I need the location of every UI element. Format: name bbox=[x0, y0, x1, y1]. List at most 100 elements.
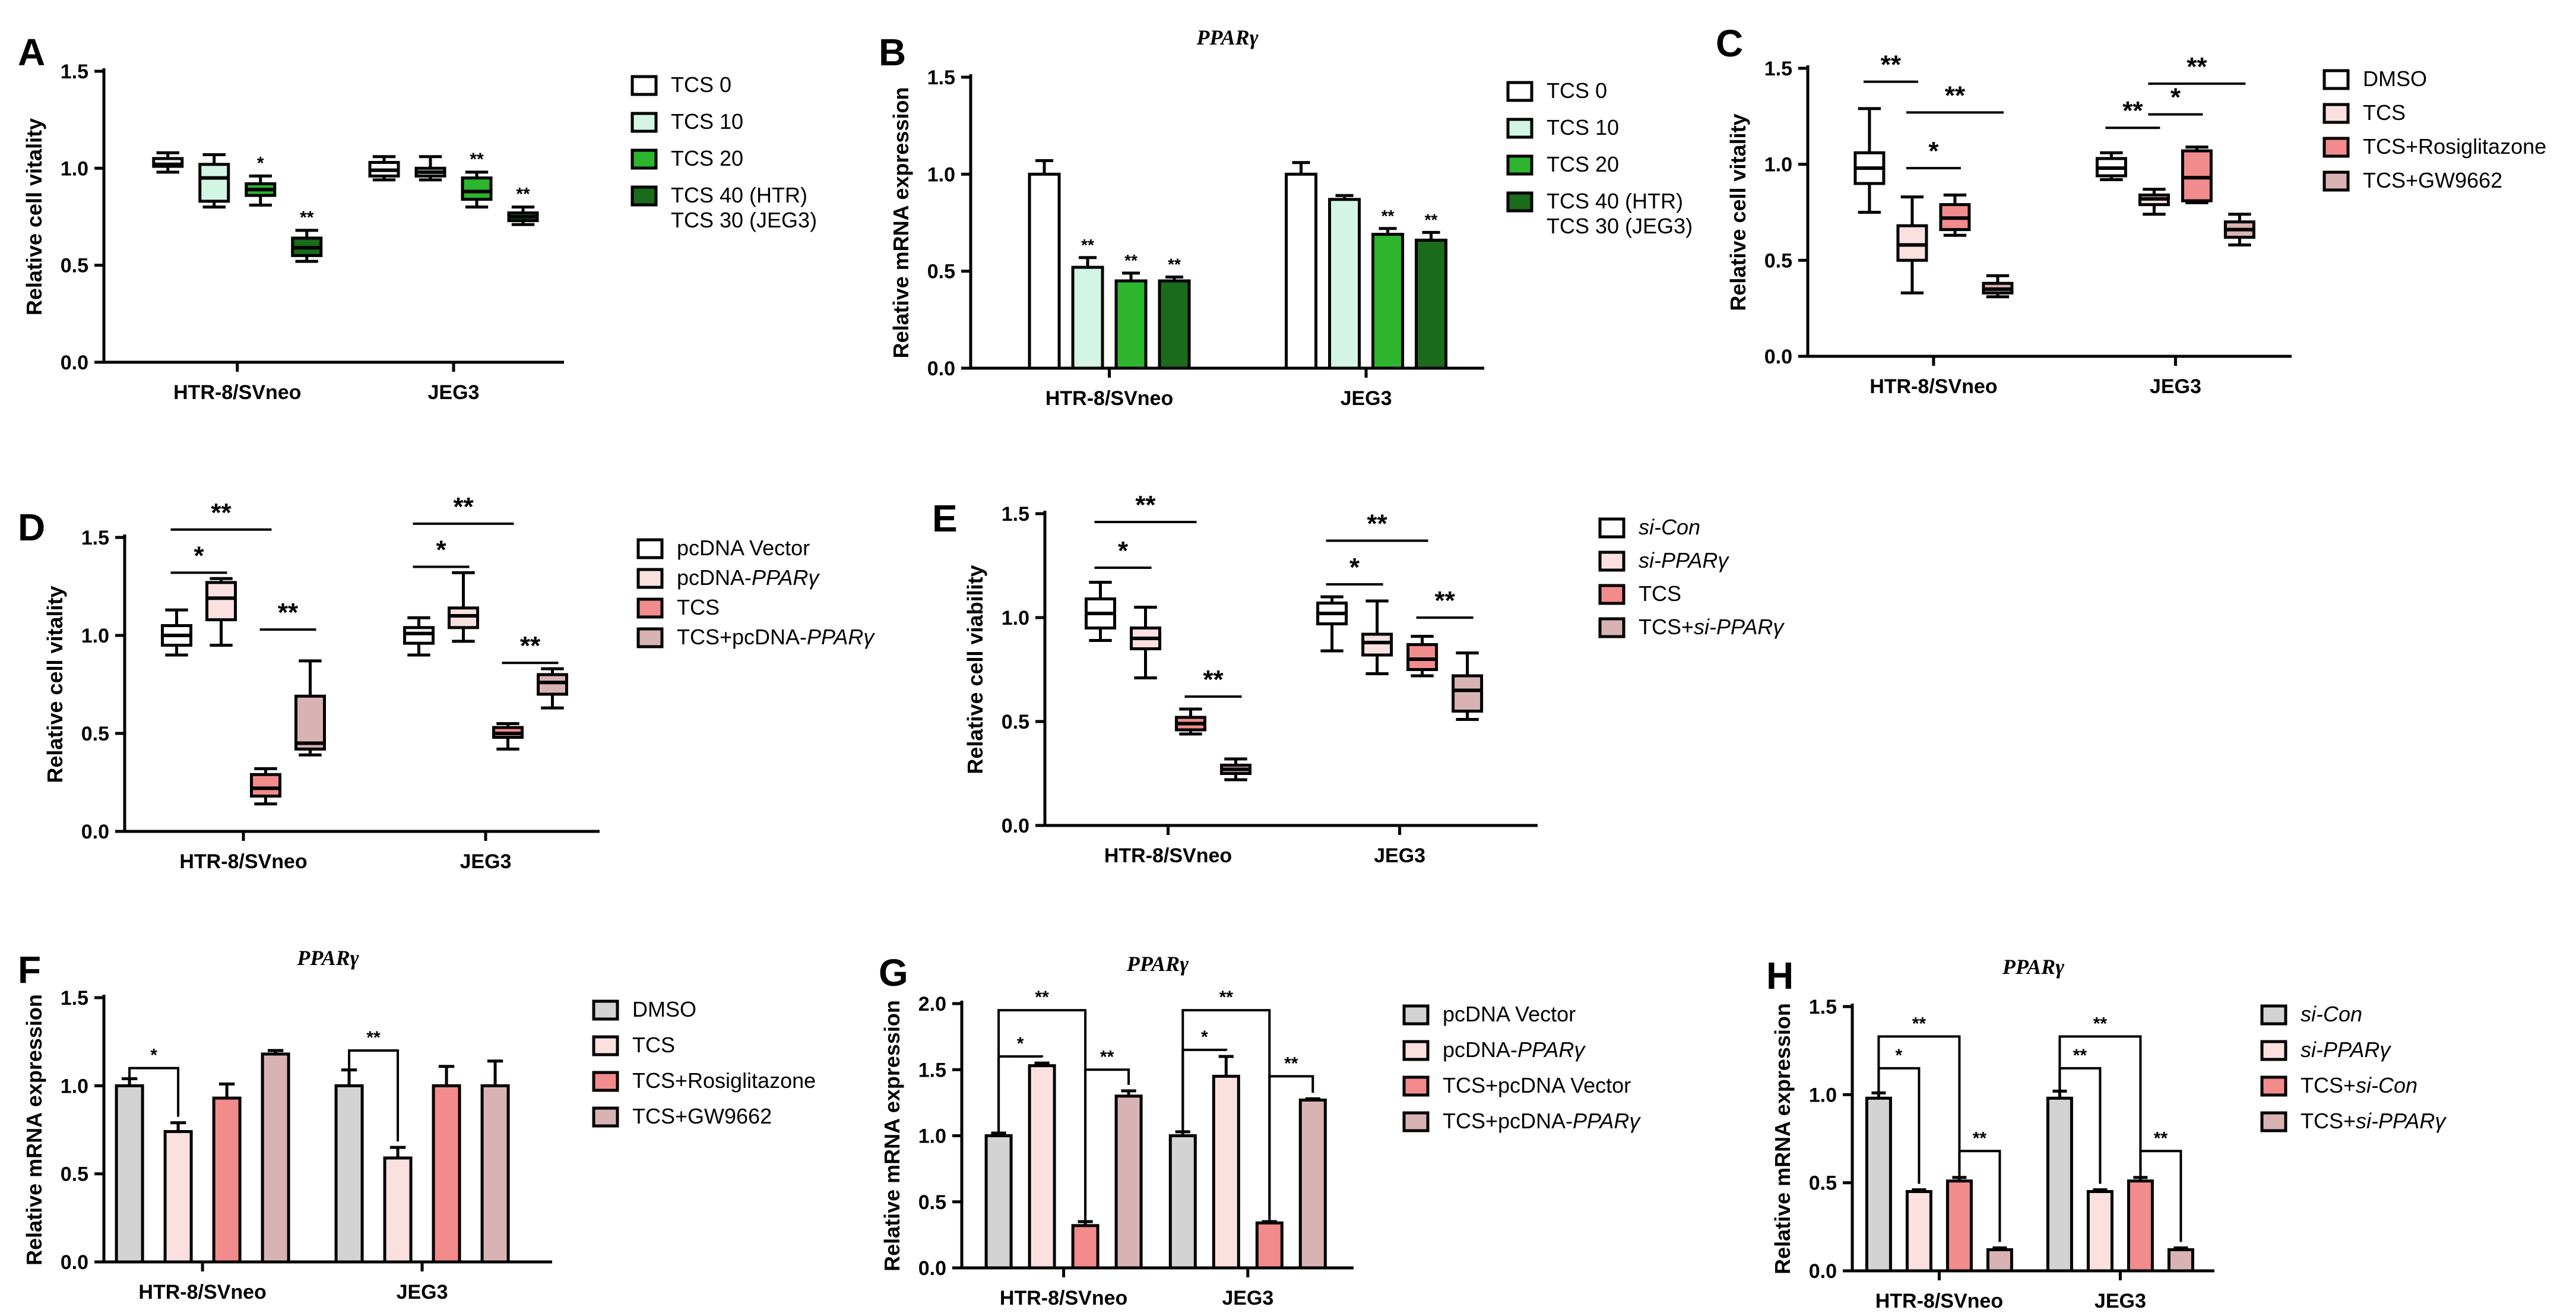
y-tick-label: 0.5 bbox=[1764, 249, 1792, 272]
legend-swatch bbox=[1506, 191, 1533, 213]
box-mark bbox=[294, 694, 326, 751]
legend-label: DMSO bbox=[2363, 67, 2427, 91]
legend-swatch bbox=[592, 1106, 619, 1128]
legend: si-Con si-PPARγ TCS TCS+si-PPARγ bbox=[1598, 515, 1785, 639]
bar bbox=[334, 1084, 364, 1264]
bar bbox=[212, 1096, 242, 1264]
bar bbox=[1298, 1098, 1327, 1270]
box-mark bbox=[250, 773, 281, 798]
significance-bracket bbox=[128, 1067, 180, 1117]
significance-label: ** bbox=[1912, 1014, 1927, 1033]
legend: DMSO TCS TCS+Rosiglitazone TCS+GW9662 bbox=[592, 997, 816, 1128]
legend-swatch bbox=[630, 112, 658, 133]
y-tick-label: 0.0 bbox=[1764, 346, 1792, 368]
significance-label: ** bbox=[1425, 210, 1438, 229]
legend-label: pcDNA-PPARγ bbox=[1443, 1037, 1586, 1062]
legend: DMSO TCS TCS+Rosiglitazone TCS+GW9662 bbox=[2322, 67, 2546, 192]
y-tick-label: 1.5 bbox=[81, 527, 109, 549]
significance-label: * bbox=[1349, 553, 1360, 582]
legend-label: TCS+si-PPARγ bbox=[1639, 615, 1785, 639]
y-tick-label: 1.5 bbox=[61, 61, 88, 83]
x-category-label: JEG3 bbox=[460, 850, 512, 873]
legend-label: pcDNA Vector bbox=[677, 536, 810, 560]
panel-letter: B bbox=[879, 31, 906, 74]
bar bbox=[1986, 1248, 2013, 1273]
box-mark bbox=[1452, 674, 1484, 713]
significance-label: ** bbox=[1973, 1128, 1987, 1148]
significance-label: ** bbox=[211, 498, 232, 527]
chart-title: PPARγ bbox=[1196, 26, 1258, 49]
panel-letter: H bbox=[1766, 954, 1794, 997]
y-tick-label: 1.0 bbox=[1764, 154, 1792, 176]
significance-label: ** bbox=[1203, 665, 1224, 694]
significance-bracket bbox=[1877, 1035, 1961, 1172]
y-axis-label: Relative cell viability bbox=[963, 565, 987, 774]
legend-label: TCS+Rosiglitazone bbox=[2363, 134, 2546, 159]
box-mark bbox=[205, 581, 237, 622]
y-axis-label: Relative cell vitality bbox=[43, 586, 67, 783]
bar bbox=[383, 1156, 413, 1264]
bar bbox=[1071, 265, 1104, 370]
y-tick-label: 2.0 bbox=[918, 993, 946, 1015]
y-tick-label: 1.5 bbox=[1809, 996, 1837, 1018]
box-mark bbox=[403, 626, 435, 645]
bar bbox=[1415, 238, 1448, 370]
legend: pcDNA Vector pcDNA-PPARγ TCS TCS+pcDNA-PPAR… bbox=[636, 536, 875, 649]
y-axis-label: Relative mRNA expression bbox=[889, 87, 913, 359]
bar bbox=[1905, 1190, 1932, 1273]
legend-swatch bbox=[636, 538, 664, 559]
bar bbox=[1255, 1221, 1284, 1270]
bar bbox=[1028, 1064, 1056, 1270]
panel-C: C 0.0 0.5 1.0 1.5 Relative cell vitality HTR-8… bbox=[1716, 22, 2546, 398]
box-mark bbox=[448, 606, 479, 629]
legend-label: pcDNA Vector bbox=[1443, 1002, 1576, 1026]
y-axis-label: Relative mRNA expression bbox=[880, 1000, 904, 1271]
significance-label: ** bbox=[453, 492, 474, 521]
legend-swatch bbox=[630, 185, 658, 207]
legend-label: TCS 0 bbox=[1547, 78, 1607, 103]
x-category-label: JEG3 bbox=[1341, 387, 1392, 410]
x-category-label: HTR-8/SVneo bbox=[1045, 387, 1173, 410]
legend-label: TCS bbox=[632, 1033, 675, 1057]
box-mark bbox=[2181, 149, 2213, 203]
significance-label: ** bbox=[516, 185, 530, 204]
legend-label: si-PPARγ bbox=[1639, 548, 1729, 572]
legend-label: TCS bbox=[1639, 581, 1681, 606]
box-mark bbox=[1361, 632, 1393, 657]
legend-swatch bbox=[630, 148, 658, 170]
legend-label: TCS 10 bbox=[671, 109, 743, 134]
y-tick-label: 0.5 bbox=[1809, 1172, 1837, 1195]
significance-label: * bbox=[1017, 1034, 1024, 1053]
legend-swatch bbox=[1506, 154, 1533, 176]
significance-label: * bbox=[1928, 137, 1939, 166]
box-mark bbox=[1896, 224, 1928, 262]
legend-label: TCS+pcDNA Vector bbox=[1443, 1073, 1631, 1097]
x-category-label: HTR-8/SVneo bbox=[1875, 1290, 2003, 1312]
significance-label: ** bbox=[300, 208, 314, 227]
bar bbox=[1328, 198, 1361, 370]
legend-swatch bbox=[1598, 584, 1626, 605]
significance-label: ** bbox=[1135, 491, 1156, 520]
bar bbox=[432, 1084, 461, 1264]
y-tick-label: 1.0 bbox=[1002, 607, 1029, 629]
x-category-label: HTR-8/SVneo bbox=[1870, 375, 1997, 398]
significance-label: ** bbox=[2187, 52, 2207, 81]
panel-letter: E bbox=[932, 497, 958, 540]
panel-D: D 0.0 0.5 1.0 1.5 Relative cell vitality HTR-8… bbox=[18, 492, 875, 873]
panel-letter: F bbox=[18, 948, 41, 991]
significance-label: ** bbox=[1434, 586, 1455, 615]
legend: pcDNA Vector pcDNA-PPARγ TCS+pcDNA Vector T… bbox=[1402, 1002, 1641, 1133]
panel-A: A 0.0 0.5 1.0 1.5 Relative cell vitality HTR-8… bbox=[18, 31, 817, 404]
significance-bracket bbox=[348, 1049, 400, 1142]
significance-label: ** bbox=[366, 1028, 381, 1048]
significance-label: ** bbox=[2093, 1014, 2108, 1033]
legend-label: TCS 30 (JEG3) bbox=[1547, 214, 1693, 238]
panel-G: G PPARγ 0.0 0.5 1.0 1.5 2.0 Relative mRNA expre… bbox=[879, 951, 1641, 1309]
y-tick-label: 0.0 bbox=[927, 357, 955, 380]
legend-label: TCS bbox=[2363, 100, 2406, 125]
x-category-label: JEG3 bbox=[428, 381, 480, 404]
bar bbox=[115, 1084, 144, 1264]
significance-bracket bbox=[1958, 1150, 2001, 1242]
y-tick-label: 0.0 bbox=[61, 352, 88, 374]
